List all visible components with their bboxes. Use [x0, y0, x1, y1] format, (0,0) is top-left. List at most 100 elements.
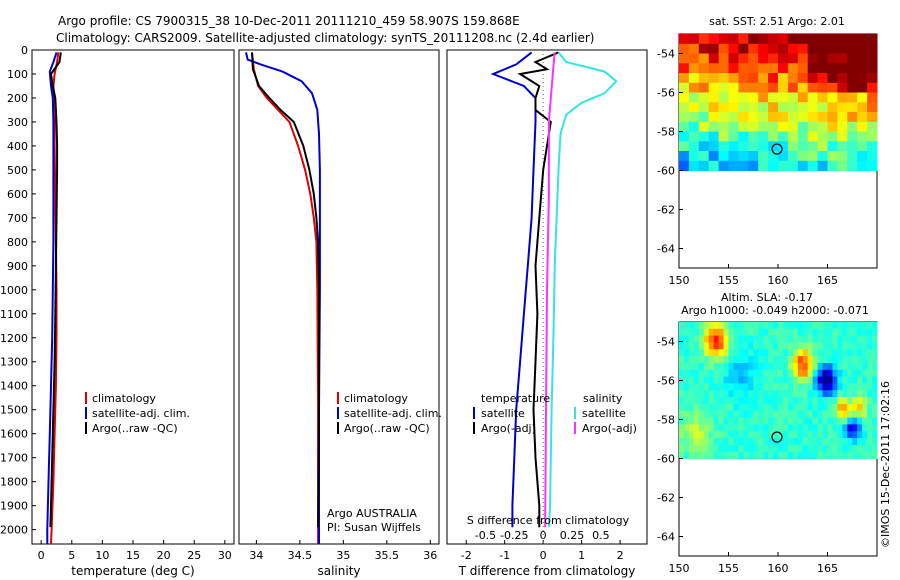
sst-cell: [867, 131, 878, 142]
sla-cell: [842, 322, 848, 330]
sst-cell: [698, 121, 710, 133]
sla-cell: [792, 424, 799, 432]
sla-cell: [743, 424, 749, 432]
sla-cell: [792, 410, 799, 418]
sla-cell: [698, 376, 705, 384]
sst-cell: [679, 112, 690, 123]
sla-cell: [867, 376, 873, 384]
sla-cell: [812, 451, 819, 459]
sla-cell: [763, 349, 769, 357]
sla-cell: [758, 451, 764, 459]
sst-cell: [698, 43, 710, 55]
sla-cell: [867, 369, 873, 378]
sla-cell: [708, 383, 715, 391]
sla-cell: [837, 322, 843, 330]
sst-cell: [768, 82, 779, 94]
sla-cell: [822, 424, 828, 432]
sla-cell: [743, 397, 749, 405]
sla-cell: [743, 342, 749, 350]
sla-cell: [822, 417, 828, 425]
sst-cell: [688, 141, 700, 152]
sla-cell: [857, 451, 863, 459]
sla-cell: [827, 328, 833, 337]
sst-cell: [679, 121, 690, 133]
sst-map-panel: sat. SST: 2.51 Argo: 2.01 150 155 160 165 -5…: [657, 15, 878, 287]
sla-cell: [698, 363, 705, 371]
sla-cell: [807, 322, 814, 330]
sla-cell: [728, 397, 734, 405]
sst-cell: [679, 160, 690, 172]
sla-cell: [773, 431, 779, 439]
sst-cell: [768, 121, 779, 133]
sst-cell: [837, 141, 848, 152]
depth-tick-label: 1800: [0, 476, 28, 489]
sla-cell: [847, 390, 853, 398]
sst-cell: [857, 53, 868, 64]
sla-cell: [693, 397, 700, 405]
secondary-tick-label: -0.5: [475, 529, 496, 542]
sla-cell: [822, 403, 828, 412]
sla-cell: [768, 356, 774, 364]
sst-cell: [817, 34, 828, 45]
sla-cell: [698, 438, 705, 446]
map-x-tick-label: 160: [768, 562, 789, 575]
sla-cell: [847, 451, 853, 459]
sla-cell: [862, 322, 868, 330]
sla-cell: [827, 342, 833, 350]
sla-cell: [679, 342, 685, 350]
sla-cell: [852, 356, 858, 364]
sla-cell: [743, 431, 749, 439]
map-y-tick-label: -56: [657, 375, 675, 388]
sla-cell: [684, 444, 690, 453]
sla-map-panel: Altim. SLA: -0.17 Argo h1000: -0.049 h20…: [657, 291, 878, 575]
sst-cell: [857, 141, 868, 152]
sst-cell: [857, 82, 868, 94]
sst-cell: [817, 151, 828, 162]
sla-cell: [703, 349, 710, 357]
sst-cell: [867, 121, 878, 133]
sla-cell: [703, 369, 710, 378]
map-x-tick-label: 165: [817, 562, 838, 575]
sla-cell: [857, 431, 863, 439]
difference-series: [490, 51, 618, 528]
sst-cell: [837, 102, 848, 113]
sla-cell: [852, 403, 858, 412]
sla-cell: [867, 342, 873, 350]
sst-cell: [837, 73, 848, 84]
sla-cell: [802, 390, 809, 398]
sla-cell: [792, 349, 799, 357]
sla-cell: [837, 342, 843, 350]
sla-cell: [713, 410, 720, 418]
sla-cell: [812, 335, 819, 343]
sla-cell: [708, 410, 715, 418]
sla-cell: [679, 424, 685, 432]
sla-cell: [822, 376, 828, 384]
sst-cell: [688, 102, 700, 113]
sst-cell: [708, 53, 720, 64]
x-tick-label: 5: [68, 549, 75, 562]
sla-cell: [852, 417, 858, 425]
sst-cell: [679, 151, 690, 162]
sla-cell: [763, 431, 769, 439]
sla-cell: [753, 424, 759, 432]
sst-cell: [738, 121, 749, 133]
sla-cell: [832, 363, 838, 371]
legend-t-satellite: satellite: [481, 407, 525, 420]
sla-cell: [778, 417, 784, 425]
sla-cell: [753, 335, 759, 343]
sla-cell: [802, 376, 809, 384]
header-line1: Argo profile: CS 7900315_38 10-Dec-2011 …: [58, 14, 520, 28]
sla-cell: [783, 335, 789, 343]
sst-cell: [758, 141, 769, 152]
sst-cell: [807, 43, 819, 55]
sla-cell: [738, 335, 744, 343]
sla-cell: [852, 410, 858, 418]
map-y-tick-label: -64: [657, 243, 675, 256]
sla-cell: [787, 444, 794, 453]
sla-cell: [792, 403, 799, 412]
sla-cell: [728, 376, 734, 384]
sst-cell: [847, 82, 858, 94]
sla-cell: [728, 438, 734, 446]
sla-cell: [837, 451, 843, 459]
sst-cell: [817, 141, 828, 152]
